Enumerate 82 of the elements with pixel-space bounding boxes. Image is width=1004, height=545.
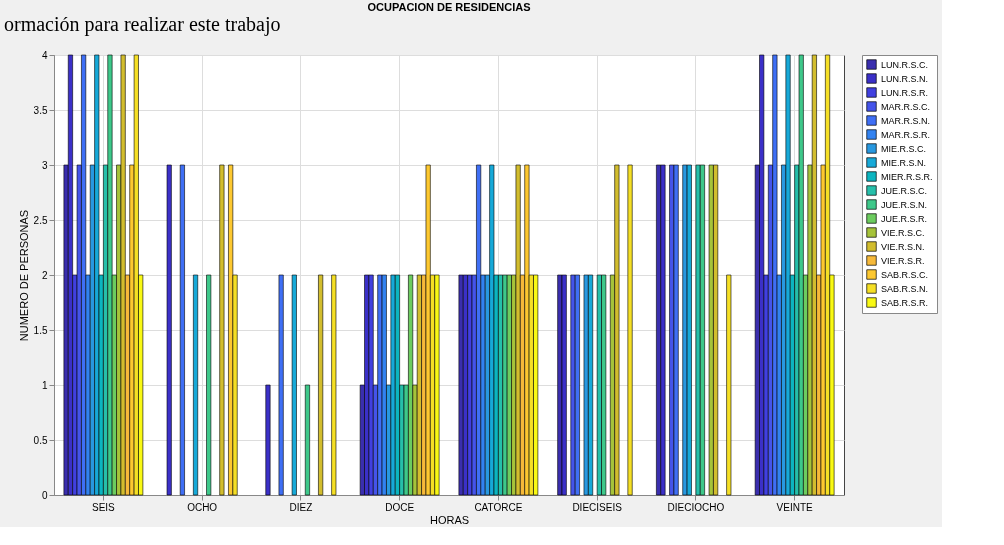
- bar: [265, 384, 271, 496]
- x-tick-label: DOCE: [385, 501, 415, 513]
- bar: [368, 274, 374, 496]
- legend-label: MIER.R.S.R.: [881, 171, 933, 182]
- bar: [304, 384, 310, 496]
- bar: [489, 164, 495, 496]
- bar: [390, 274, 396, 496]
- bar: [425, 164, 431, 496]
- y-tick-label: 4: [41, 49, 48, 61]
- bar: [798, 54, 804, 496]
- bar: [94, 54, 100, 496]
- bar: [434, 274, 440, 496]
- bar: [502, 274, 508, 496]
- bar: [107, 54, 113, 496]
- chart-title: OCUPACION DE RESIDENCIAS: [367, 1, 531, 13]
- bar: [726, 274, 732, 496]
- bar: [673, 164, 679, 496]
- bar: [561, 274, 567, 496]
- x-tick-label: SEIS: [91, 501, 116, 513]
- bar: [772, 54, 778, 496]
- bar: [206, 274, 212, 496]
- bar: [699, 164, 705, 496]
- legend-label: LUN.R.S.R.: [881, 87, 929, 98]
- bar: [331, 274, 337, 496]
- bar: [627, 164, 633, 496]
- bar: [67, 54, 73, 496]
- legend-label: JUE.R.S.C.: [881, 185, 928, 196]
- bar: [394, 274, 400, 496]
- bar: [574, 274, 580, 496]
- bar: [458, 274, 464, 496]
- y-tick-label: 2.5: [33, 214, 48, 226]
- bar: [120, 54, 126, 496]
- legend-label: VIE.R.S.C.: [881, 227, 925, 238]
- bar: [570, 274, 576, 496]
- bar: [219, 164, 225, 496]
- x-tick-label: OCHO: [187, 501, 218, 513]
- legend-label: MAR.R.S.N.: [881, 115, 931, 126]
- bar: [660, 164, 666, 496]
- y-tick-label: 2: [41, 269, 48, 281]
- legend-label: JUE.R.S.N.: [881, 199, 928, 210]
- y-tick-label: 0: [41, 489, 48, 501]
- legend-label: JUE.R.S.R.: [881, 213, 928, 224]
- y-axis-title: NUMERO DE PERSONAS: [17, 209, 30, 342]
- legend-label: SAB.R.S.C.: [881, 269, 929, 280]
- legend-label: MIE.R.S.C.: [881, 143, 927, 154]
- legend-label: MAR.R.S.C.: [881, 101, 931, 112]
- bar: [166, 164, 172, 496]
- bar: [695, 164, 701, 496]
- x-tick-label: CATORCE: [474, 501, 523, 513]
- legend-label: SAB.R.S.R.: [881, 297, 929, 308]
- x-tick-label: DIEZ: [289, 501, 313, 513]
- bar: [381, 274, 387, 496]
- bar: [179, 164, 185, 496]
- bar: [686, 164, 692, 496]
- y-tick-label: 3: [41, 159, 48, 171]
- bar: [278, 274, 284, 496]
- x-axis-title: HORAS: [429, 513, 470, 526]
- bar: [291, 274, 297, 496]
- x-tick-label: DIECIOCHO: [667, 501, 725, 513]
- legend-label: LUN.R.S.C.: [881, 59, 929, 70]
- x-tick-label: VEINTE: [776, 501, 814, 513]
- x-tick-label: DIECISEIS: [572, 501, 623, 513]
- bar: [193, 274, 199, 496]
- bar: [318, 274, 324, 496]
- y-tick-label: 0.5: [33, 434, 48, 446]
- legend-label: SAB.R.S.N.: [881, 283, 929, 294]
- bar: [614, 164, 620, 496]
- y-tick-label: 1.5: [33, 324, 48, 336]
- legend-label: VIE.R.S.N.: [881, 241, 925, 252]
- bar: [785, 54, 791, 496]
- bar: [515, 164, 521, 496]
- y-tick-label: 3.5: [33, 104, 48, 116]
- legend-label: MAR.R.S.R.: [881, 129, 931, 140]
- bar: [811, 54, 817, 496]
- bar: [708, 164, 714, 496]
- legend-label: LUN.R.S.N.: [881, 73, 929, 84]
- bar: [524, 164, 530, 496]
- text: ormación para realizar este trabajo: [4, 13, 281, 36]
- y-tick-label: 1: [41, 379, 48, 391]
- bar: [583, 274, 589, 496]
- legend-label: MIE.R.S.N.: [881, 157, 927, 168]
- legend-label: VIE.R.S.R.: [881, 255, 925, 266]
